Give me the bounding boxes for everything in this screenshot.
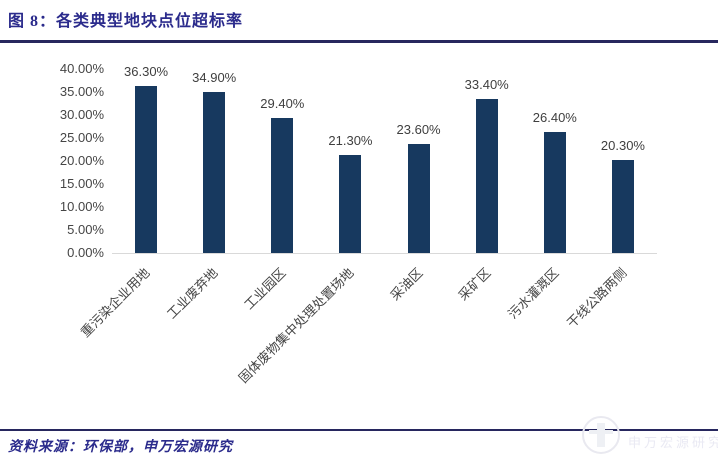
y-tick-label: 0.00% <box>67 245 104 260</box>
y-tick-label: 15.00% <box>59 176 104 191</box>
watermark-text: 申万宏源研究 <box>628 435 718 450</box>
y-tick-label: 5.00% <box>67 222 104 237</box>
y-tick-label: 40.00% <box>59 61 104 76</box>
bar-value-label: 36.30% <box>124 64 169 80</box>
bar-value-label: 20.30% <box>600 137 645 153</box>
bar-工业废弃地 <box>203 92 226 253</box>
bar-工业园区 <box>271 117 294 253</box>
y-tick-label: 35.00% <box>59 84 104 99</box>
bar-value-label: 26.40% <box>532 109 577 125</box>
y-tick-label: 30.00% <box>59 107 104 122</box>
bar-采油区 <box>407 144 430 253</box>
bar-采矿区 <box>475 99 498 253</box>
bar-value-label: 34.90% <box>192 70 237 86</box>
footer-divider <box>0 429 718 431</box>
source-note: 资料来源：环保部，申万宏源研究 <box>8 440 233 455</box>
bar-value-label: 33.40% <box>464 77 509 93</box>
bar-value-label: 21.30% <box>328 133 373 149</box>
bar-重污染企业用地 <box>135 86 158 253</box>
title-divider <box>0 40 718 43</box>
x-axis-line <box>112 253 657 254</box>
bar-干线公路两侧 <box>611 159 634 253</box>
y-tick-label: 20.00% <box>59 153 104 168</box>
y-tick-label: 25.00% <box>59 130 104 145</box>
y-tick-label: 10.00% <box>59 199 104 214</box>
bar-污水灌溉区 <box>543 131 566 253</box>
bar-chart: 0.00% 5.00% 10.00% 15.00% 20.00% 25.00% 30.00%… <box>59 61 657 386</box>
bar-固体废物集中处理处置场地 <box>339 155 362 253</box>
figure-title: 图 8：各类典型地块点位超标率 <box>8 13 244 30</box>
bar-value-label: 29.40% <box>260 95 305 111</box>
bar-value-label: 23.60% <box>396 122 441 138</box>
